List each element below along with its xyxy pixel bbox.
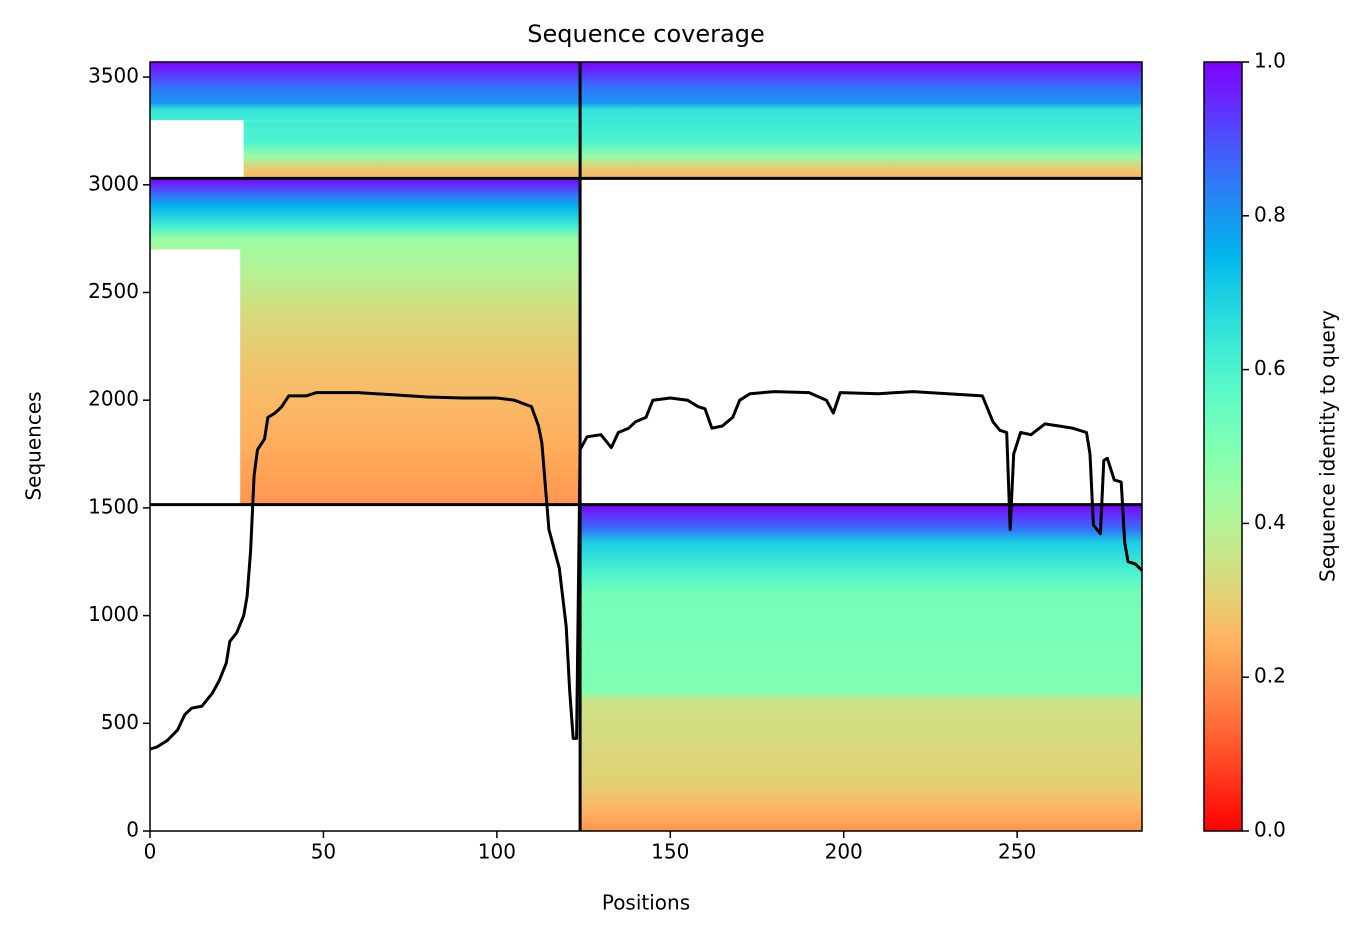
colorbar-label: Sequence identity to query (1316, 310, 1340, 582)
heatmap-block (150, 178, 581, 250)
colorbar-tick-label: 0.6 (1254, 356, 1286, 380)
y-tick-label: 2000 (88, 387, 139, 411)
plot-frame (149, 61, 1143, 832)
y-tick-label: 3000 (88, 171, 139, 195)
y-tick-label: 500 (101, 710, 139, 734)
colorbar (1203, 61, 1243, 832)
y-tick-label: 3500 (88, 64, 139, 88)
y-tick-label: 1500 (88, 494, 139, 518)
colorbar-tick-label: 1.0 (1254, 49, 1286, 73)
colorbar-tick-label: 0.0 (1254, 818, 1286, 842)
heatmap-block (150, 62, 581, 121)
heatmap-block (240, 249, 581, 505)
x-tick-label: 250 (998, 840, 1036, 864)
coverage-line (149, 390, 1144, 751)
x-tick-label: 50 (311, 840, 336, 864)
y-tick-label: 1000 (88, 602, 139, 626)
x-tick-label: 200 (825, 840, 863, 864)
heatmap-block (580, 62, 1142, 179)
colorbar-tick-label: 0.2 (1254, 664, 1286, 688)
heatmap-block (580, 504, 1142, 831)
x-tick-label: 100 (478, 840, 516, 864)
heatmap-block (243, 120, 581, 179)
y-tick-label: 0 (126, 818, 139, 842)
y-tick-label: 2500 (88, 279, 139, 303)
y-axis-label: Sequences (22, 391, 46, 500)
colorbar-tick-label: 0.4 (1254, 510, 1286, 534)
x-axis-label: Positions (602, 891, 690, 915)
x-tick-label: 150 (651, 840, 689, 864)
x-tick-label: 0 (144, 840, 157, 864)
chart-title: Sequence coverage (527, 20, 764, 48)
colorbar-tick-label: 0.8 (1254, 202, 1286, 226)
